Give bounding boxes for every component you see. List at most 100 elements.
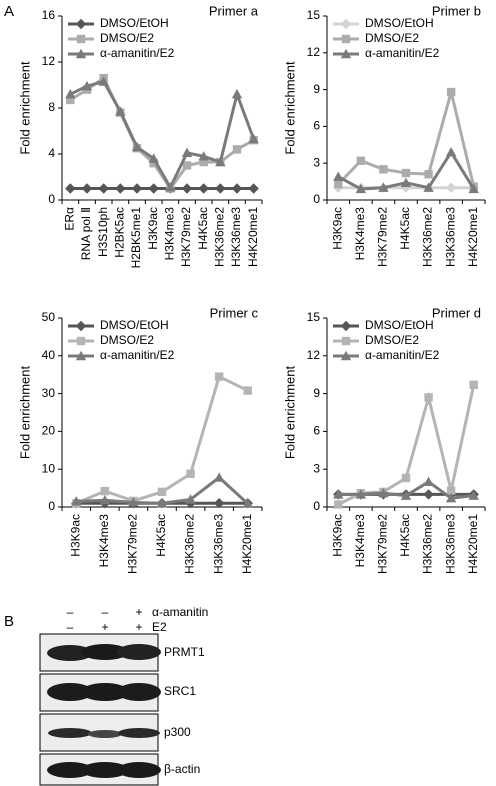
marker xyxy=(181,147,193,158)
band xyxy=(47,762,93,778)
x-tick-label: H4K20me1 xyxy=(466,207,480,267)
y-tick-label: 6 xyxy=(313,119,320,133)
band xyxy=(47,683,93,701)
marker xyxy=(232,145,242,154)
marker xyxy=(75,350,87,361)
y-tick-label: 4 xyxy=(48,146,55,160)
x-tick-label: H4K5ac xyxy=(398,207,412,250)
chart-title: Primer c xyxy=(210,305,259,320)
x-tick-label: H3K79me2 xyxy=(376,514,390,574)
marker xyxy=(355,183,367,194)
marker xyxy=(423,489,434,500)
marker xyxy=(156,498,168,508)
y-tick-label: 15 xyxy=(307,8,321,22)
y-tick-label: 16 xyxy=(42,8,56,22)
x-tick-label: H3K36me3 xyxy=(443,207,457,267)
marker xyxy=(148,153,159,163)
marker xyxy=(157,487,167,497)
band xyxy=(117,644,161,660)
marker xyxy=(131,183,143,194)
x-tick-label: H3K9ac xyxy=(330,514,344,557)
marker xyxy=(71,496,82,506)
marker xyxy=(340,18,352,30)
marker xyxy=(334,179,343,189)
legend-label: DMSO/EtOH xyxy=(100,16,169,30)
marker xyxy=(341,34,351,44)
band xyxy=(88,730,122,738)
x-tick-label: H3K79me2 xyxy=(179,207,193,267)
y-tick-label: 12 xyxy=(42,54,56,68)
x-tick-label: H3K79me2 xyxy=(126,514,140,574)
y-tick-label: 8 xyxy=(48,100,55,114)
marker xyxy=(75,48,87,59)
y-tick-label: 10 xyxy=(42,461,56,475)
band xyxy=(81,644,129,660)
marker xyxy=(165,182,176,192)
marker xyxy=(340,320,352,332)
marker xyxy=(213,498,225,509)
marker xyxy=(231,183,243,194)
treatment-sign: + xyxy=(135,620,142,634)
legend-label: DMSO/EtOH xyxy=(365,318,434,332)
y-tick-label: 50 xyxy=(42,310,56,324)
marker xyxy=(65,89,76,99)
marker xyxy=(149,159,158,168)
marker xyxy=(340,48,352,59)
marker xyxy=(181,183,193,194)
marker xyxy=(400,177,412,188)
y-tick-label: 9 xyxy=(313,82,320,96)
y-tick-label: 6 xyxy=(313,424,320,438)
band xyxy=(81,762,129,778)
marker xyxy=(115,106,126,116)
marker xyxy=(198,183,209,194)
legend-label: α-amanitin/E2 xyxy=(365,348,440,362)
x-tick-label: H4K5ac xyxy=(398,514,412,557)
y-tick-label: 3 xyxy=(313,461,320,475)
marker xyxy=(379,165,388,174)
marker xyxy=(446,486,456,495)
marker xyxy=(75,320,87,332)
series-line xyxy=(75,374,249,505)
y-tick-label: 0 xyxy=(313,499,320,513)
x-tick-label: H4K5ac xyxy=(154,514,168,557)
marker xyxy=(401,168,411,178)
x-tick-label: H3K79me2 xyxy=(376,207,390,267)
x-tick-label: H3K36me2 xyxy=(421,207,435,267)
y-tick-label: 12 xyxy=(307,348,321,362)
y-tick-label: 0 xyxy=(48,499,55,513)
marker xyxy=(400,182,412,193)
x-tick-label: H3K36me2 xyxy=(421,514,435,574)
x-tick-label: H2BK5me1 xyxy=(129,207,143,269)
marker xyxy=(400,490,412,500)
y-tick-label: 9 xyxy=(313,386,320,400)
marker xyxy=(99,494,111,505)
chart-title: Primer d xyxy=(432,305,481,320)
marker xyxy=(401,473,411,483)
marker xyxy=(355,489,367,499)
x-tick-label: H3K4me3 xyxy=(163,207,177,261)
marker xyxy=(128,497,139,507)
marker xyxy=(66,95,75,105)
panel-label: A xyxy=(4,3,14,20)
treatment-sign: + xyxy=(135,605,142,619)
marker xyxy=(214,372,224,381)
marker xyxy=(76,336,86,346)
x-tick-label: H3K9ac xyxy=(330,207,344,250)
marker xyxy=(445,492,457,503)
y-tick-label: 40 xyxy=(42,348,56,362)
y-axis-label: Fold enrichment xyxy=(282,366,297,460)
marker xyxy=(185,494,196,504)
legend-label: DMSO/EtOH xyxy=(100,318,169,332)
x-tick-label: H3K36me3 xyxy=(211,514,225,574)
series-line xyxy=(69,79,256,191)
marker xyxy=(199,157,208,167)
panel-label: B xyxy=(4,613,14,630)
marker xyxy=(248,133,259,144)
x-tick-label: H3S10ph xyxy=(96,207,110,257)
band xyxy=(47,645,93,661)
legend-label: DMSO/E2 xyxy=(365,31,419,45)
x-tick-label: H4K20me1 xyxy=(466,514,480,574)
legend-label: α-amanitin/E2 xyxy=(100,348,175,362)
western-blot xyxy=(39,633,161,786)
